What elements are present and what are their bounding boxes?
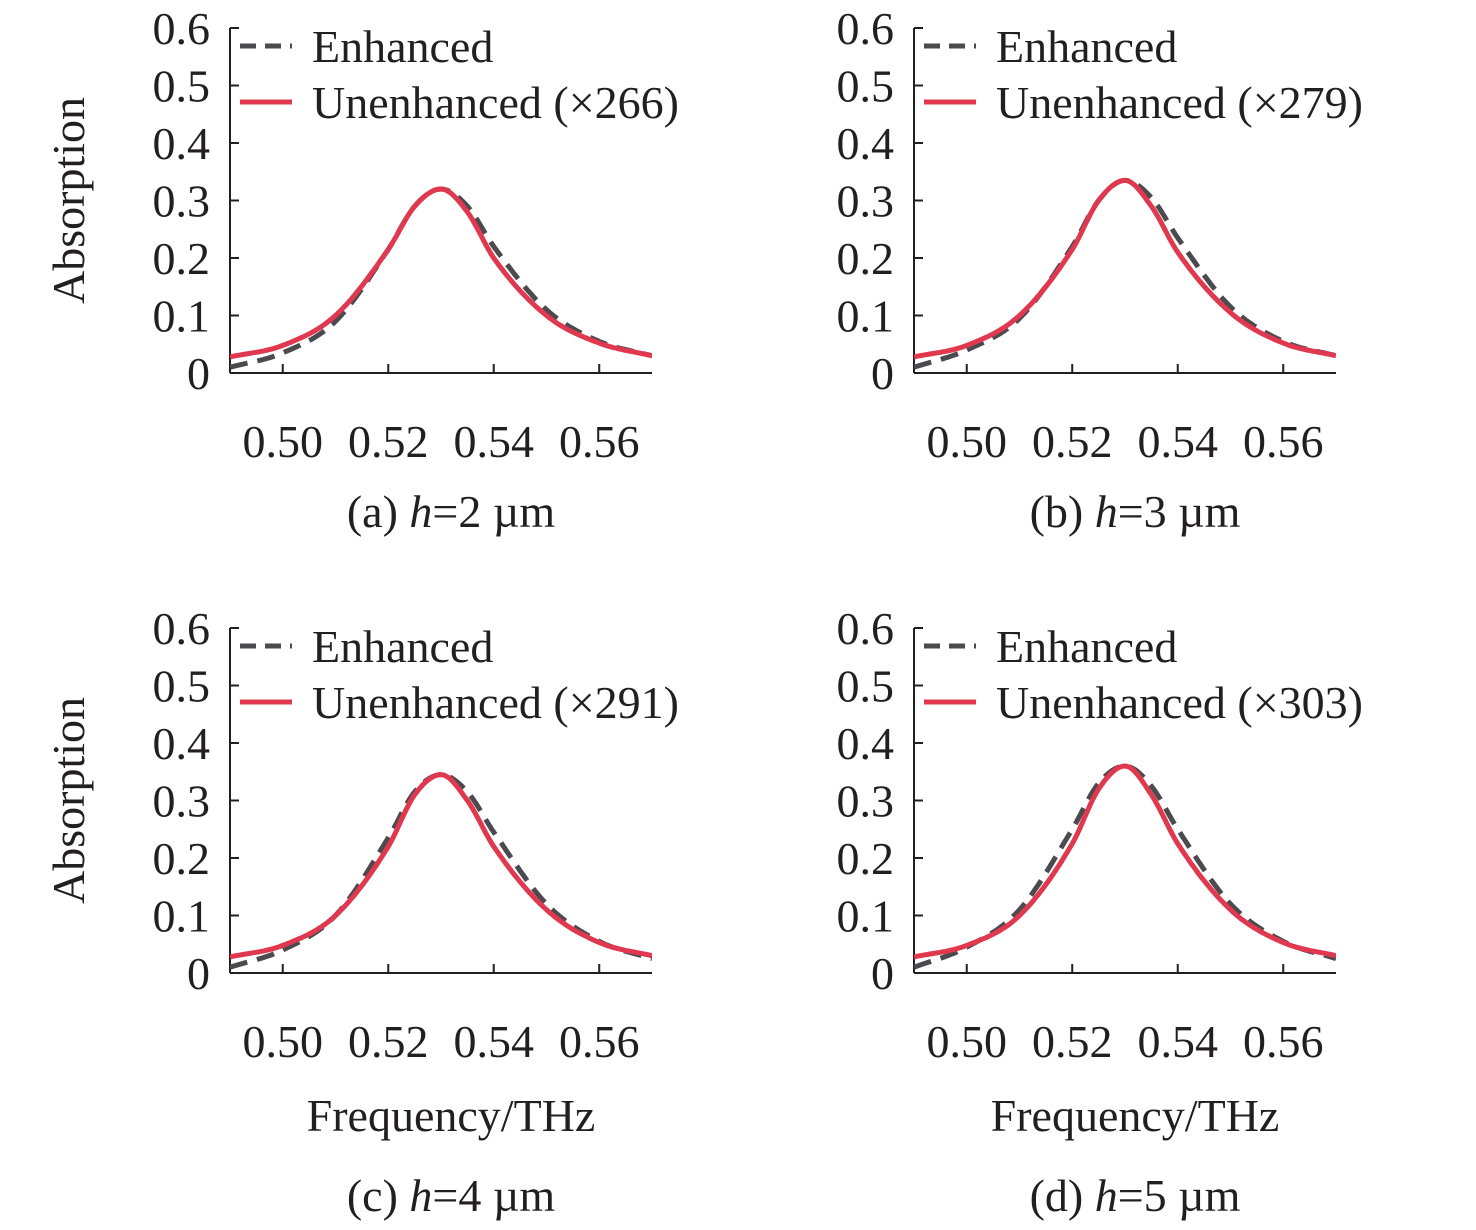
y-tick-label: 0.5: [153, 661, 211, 712]
x-tick-label: 0.50: [927, 416, 1008, 467]
y-tick-label: 0: [871, 948, 894, 999]
x-tick-label: 0.56: [559, 1016, 640, 1067]
y-tick-label: 0.4: [153, 718, 211, 769]
caption-var: h: [409, 1170, 432, 1221]
panel-b: 00.10.20.30.40.50.60.50 0.52 0.54 0.56(b) h…: [837, 3, 1363, 537]
caption-var: h: [1095, 486, 1118, 537]
unenhanced-series-line: [230, 186, 652, 360]
panel-caption: (c) h=4 µm: [347, 1170, 556, 1221]
legend-label: Unenhanced (×266): [312, 77, 679, 128]
caption-suffix: =4 µm: [432, 1170, 555, 1221]
y-tick-label: 0.3: [837, 776, 895, 827]
x-tick-label: 0.50: [243, 1016, 324, 1067]
y-tick-label: 0.6: [837, 3, 895, 54]
x-tick-label: 0.50: [927, 1016, 1008, 1067]
y-tick-label: 0.6: [153, 603, 211, 654]
legend-label: Unenhanced (×291): [312, 677, 679, 728]
y-tick-label: 0.5: [837, 61, 895, 112]
legend-label: Unenhanced (×279): [996, 77, 1363, 128]
caption-suffix: =3 µm: [1118, 486, 1241, 537]
x-tick-label: 0.52: [1032, 416, 1113, 467]
x-tick-label: 0.54: [1138, 1016, 1219, 1067]
y-axis-title: Absorption: [43, 97, 94, 304]
legend-label: Unenhanced (×303): [996, 677, 1363, 728]
panel-c: 0 0.1 0.2 0.3 0.4 0.5 0.6 0.50 0.52 0.54 0.56 Absor…: [43, 603, 679, 1221]
caption-var: h: [409, 486, 432, 537]
panel-caption: (a) h=2 µm: [347, 486, 556, 537]
y-tick-label: 0.5: [153, 61, 211, 112]
legend-label: Enhanced: [312, 21, 493, 72]
y-tick-label: 0.4: [837, 718, 895, 769]
x-tick-label: 0.56: [1243, 416, 1324, 467]
y-tick-label: 0: [187, 348, 210, 399]
y-axis-title: Absorption: [43, 697, 94, 904]
y-tick-label: 0.2: [837, 833, 895, 884]
y-tick-label: 0.3: [153, 776, 211, 827]
x-tick-label: 0.52: [1032, 1016, 1113, 1067]
x-axis-title: Frequency/THz: [307, 1090, 596, 1141]
y-tick-label: 0.1: [153, 291, 211, 342]
unenhanced-series-line: [914, 763, 1336, 960]
panel-d: 0 0.1 0.2 0.3 0.4 0.5 0.6 0.50 0.52 0.54 0.56 Frequ…: [837, 603, 1363, 1221]
panel-a: 0 0.1 0.2 0.3 0.4 0.5 0.6 0.50 0.52 0.54 0.56 Absor…: [43, 3, 679, 537]
panel-caption: (b) h=3 µm: [1030, 486, 1241, 537]
y-tick-label: 0.6: [837, 603, 895, 654]
x-tick-label: 0.52: [348, 1016, 429, 1067]
x-axis-title: Frequency/THz: [991, 1090, 1280, 1141]
caption-suffix: =5 µm: [1118, 1170, 1241, 1221]
legend-label: Enhanced: [312, 621, 493, 672]
y-tick-label: 0.6: [153, 3, 211, 54]
y-tick-label: 0.1: [153, 891, 211, 942]
x-tick-label: 0.54: [454, 1016, 535, 1067]
x-tick-label: 0.52: [348, 416, 429, 467]
caption-prefix: (a): [347, 486, 410, 537]
caption-prefix: (d): [1030, 1170, 1095, 1221]
unenhanced-series-line: [914, 177, 1336, 360]
y-tick-label: 0.1: [837, 891, 895, 942]
x-tick-label: 0.54: [1138, 416, 1219, 467]
y-tick-label: 0.2: [153, 233, 211, 284]
y-tick-label: 0: [187, 948, 210, 999]
unenhanced-series-line: [230, 772, 652, 960]
y-tick-label: 0.4: [153, 118, 211, 169]
x-tick-label: 0.54: [454, 416, 535, 467]
y-tick-label: 0.3: [837, 176, 895, 227]
y-tick-label: 0.2: [837, 233, 895, 284]
caption-suffix: =2 µm: [432, 486, 555, 537]
x-tick-label: 0.56: [1243, 1016, 1324, 1067]
caption-prefix: (c): [347, 1170, 410, 1221]
caption-var: h: [1095, 1170, 1118, 1221]
y-tick-label: 0.3: [153, 176, 211, 227]
y-tick-label: 0: [871, 348, 894, 399]
y-tick-label: 0.2: [153, 833, 211, 884]
x-tick-label: 0.50: [243, 416, 324, 467]
y-tick-label: 0.1: [837, 291, 895, 342]
panel-caption: (d) h=5 µm: [1030, 1170, 1241, 1221]
legend-label: Enhanced: [996, 21, 1177, 72]
y-tick-label: 0.5: [837, 661, 895, 712]
legend-label: Enhanced: [996, 621, 1177, 672]
y-tick-label: 0.4: [837, 118, 895, 169]
caption-prefix: (b): [1030, 486, 1095, 537]
x-tick-label: 0.56: [559, 416, 640, 467]
